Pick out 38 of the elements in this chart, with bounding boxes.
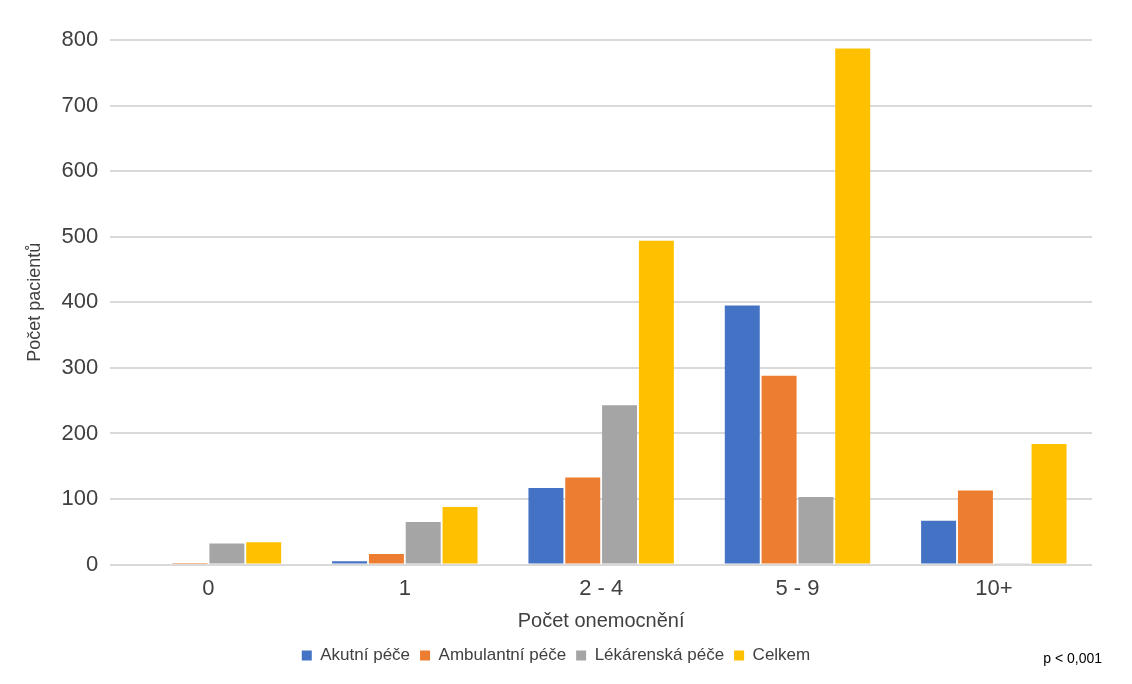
x-tick-label: 2 - 4 — [579, 574, 624, 600]
bar — [528, 487, 564, 564]
y-axis-title: Počet pacientů — [23, 242, 44, 362]
bar — [209, 543, 245, 564]
y-tick-label: 300 — [61, 353, 99, 379]
bar — [1031, 443, 1067, 564]
bar — [724, 305, 760, 564]
bar — [332, 561, 368, 564]
bar — [798, 497, 834, 564]
bar — [835, 48, 871, 564]
bar — [368, 554, 404, 564]
x-tick-label: 10+ — [975, 574, 1013, 600]
legend-label: Celkem — [752, 645, 811, 665]
bar — [405, 521, 441, 564]
legend-label: Akutní péče — [320, 645, 411, 665]
y-tick-label: 400 — [61, 288, 99, 314]
bar — [761, 375, 797, 564]
bar — [246, 542, 282, 564]
y-tick-label: 600 — [61, 157, 99, 183]
y-tick-label: 200 — [61, 419, 99, 445]
x-tick-label: 5 - 9 — [775, 574, 820, 600]
x-axis-title: Počet onemocnění — [517, 608, 685, 631]
bar — [565, 477, 601, 564]
legend-label: Ambulantní péče — [438, 645, 567, 665]
text: p < 0,001 — [1043, 650, 1102, 666]
y-tick-label: 0 — [86, 550, 99, 576]
y-tick-label: 500 — [61, 222, 99, 248]
bar — [921, 520, 957, 564]
y-tick-label: 700 — [61, 91, 99, 117]
y-tick-label: 800 — [61, 26, 99, 52]
bar — [442, 506, 478, 564]
bar — [638, 240, 674, 564]
bar — [602, 405, 638, 564]
bar — [957, 490, 993, 564]
x-tick-label: 1 — [398, 574, 411, 600]
x-tick-label: 0 — [202, 574, 215, 600]
legend-label: Lékárenská péče — [594, 645, 725, 665]
y-tick-label: 100 — [61, 485, 99, 511]
